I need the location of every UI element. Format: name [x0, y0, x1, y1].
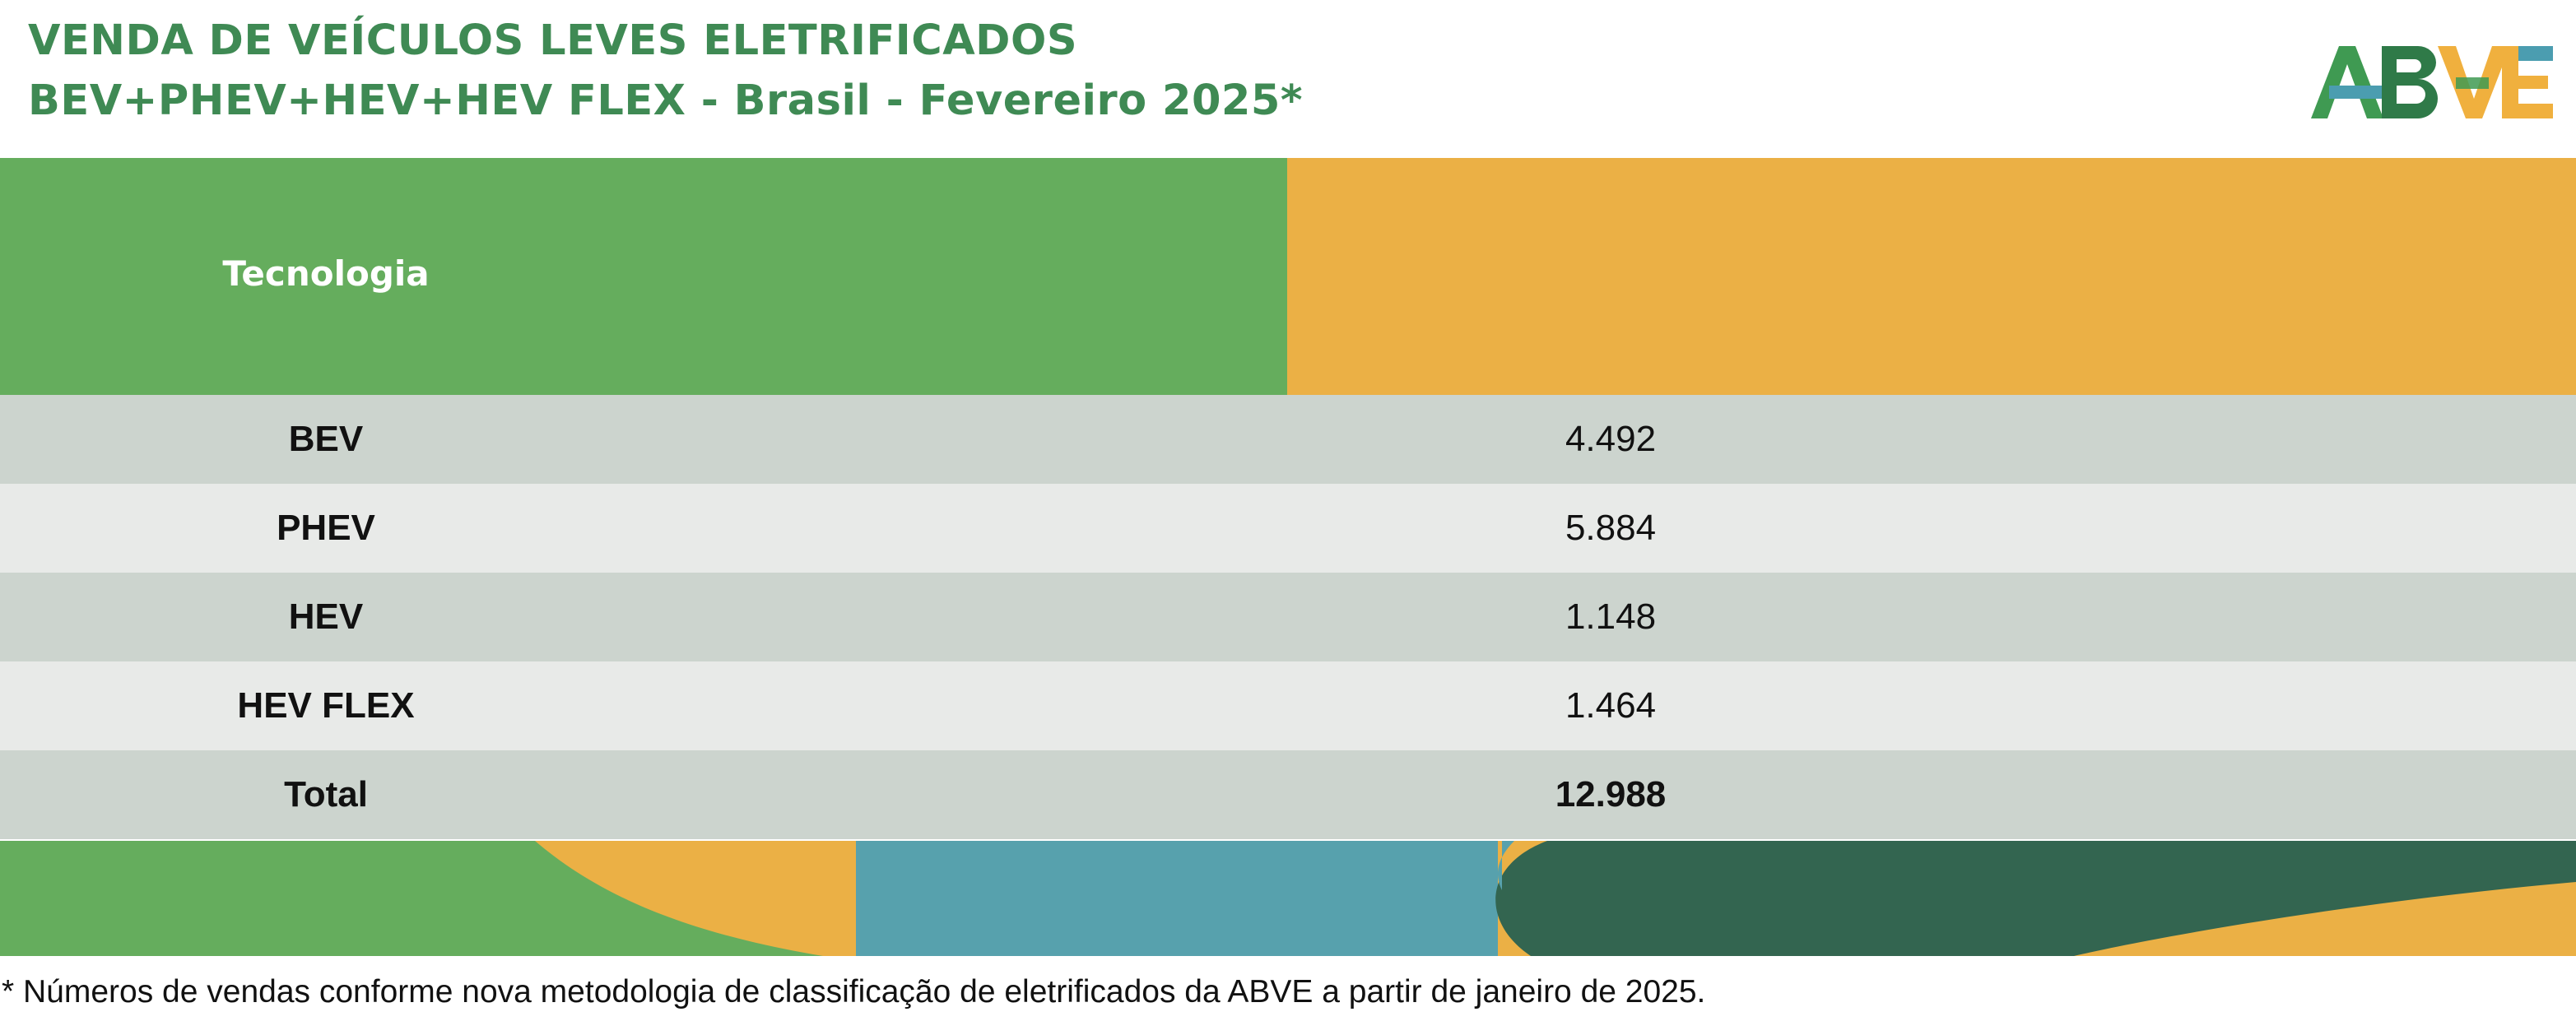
page-subtitle: BEV+PHEV+HEV+HEV FLEX - Brasil - Feverei… [28, 77, 1304, 125]
column-header-label: Tecnologia [222, 253, 430, 294]
table-total-row: Total 12.988 [0, 750, 2576, 839]
value-cell: 1.148 [1565, 596, 1657, 637]
decorative-band [0, 841, 2576, 956]
tech-cell: HEV FLEX [237, 685, 415, 726]
value-cell: 5.884 [1565, 508, 1657, 548]
abve-logo [2311, 46, 2553, 118]
tech-cell: PHEV [277, 508, 375, 548]
table-row: BEV 4.492 [0, 395, 2576, 484]
total-label: Total [284, 774, 368, 815]
column-header-technology: Tecnologia [0, 158, 1287, 395]
value-cell: 4.492 [1565, 419, 1657, 459]
footnote: * Números de vendas conforme nova metodo… [2, 974, 1706, 1009]
header: VENDA DE VEÍCULOS LEVES ELETRIFICADOS BE… [0, 0, 2576, 158]
table-row: HEV FLEX 1.464 [0, 661, 2576, 750]
tech-cell: HEV [288, 596, 364, 637]
table-row: PHEV 5.884 [0, 484, 2576, 573]
tech-cell: BEV [288, 419, 364, 459]
table-header: Tecnologia [0, 158, 2576, 395]
table-row: HEV 1.148 [0, 573, 2576, 661]
value-cell: 1.464 [1565, 685, 1657, 726]
page-title: VENDA DE VEÍCULOS LEVES ELETRIFICADOS [28, 16, 1078, 65]
total-value: 12.988 [1555, 774, 1667, 815]
column-header-value [1287, 158, 2576, 395]
sales-table: Tecnologia BEV 4.492 PHEV 5.884 HEV 1.14… [0, 158, 2576, 839]
